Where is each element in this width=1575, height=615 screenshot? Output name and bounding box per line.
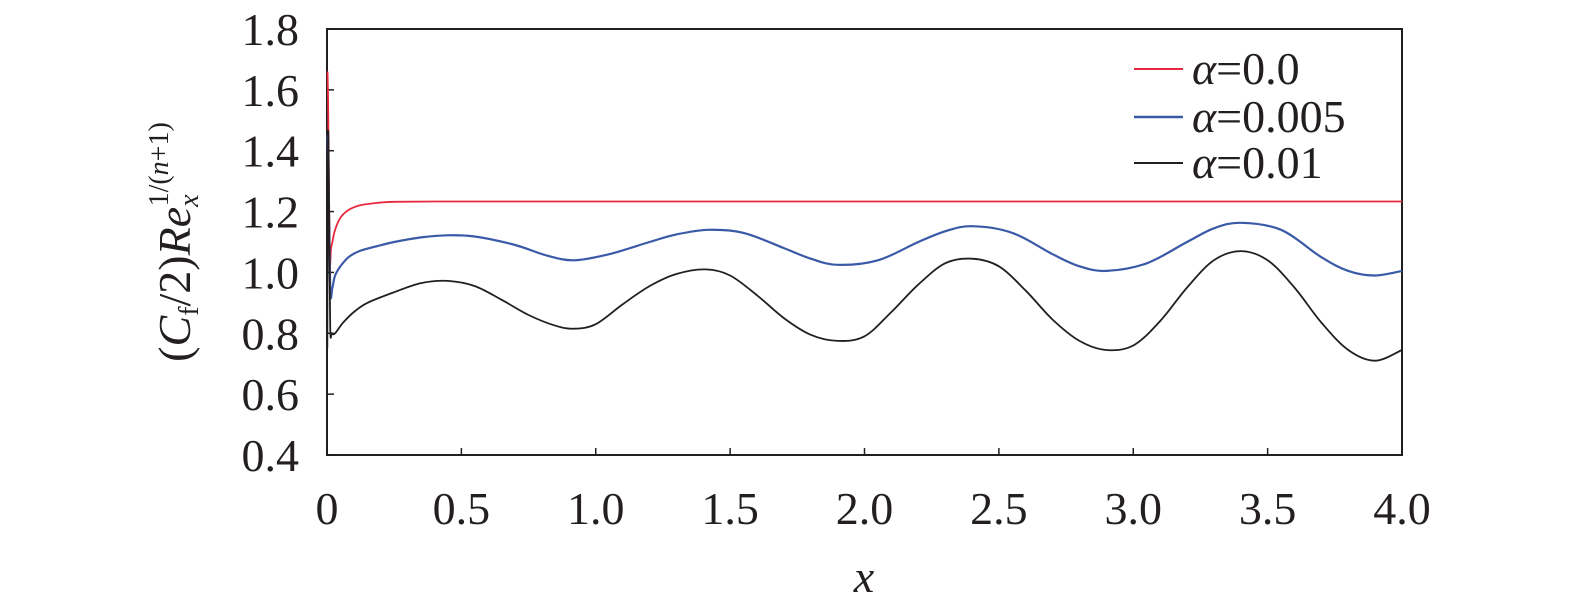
series-line-2: [326, 130, 1403, 362]
y-title-c-sub: f: [174, 306, 205, 316]
x-tick-label: 4.0: [1373, 483, 1431, 534]
legend: α=0.0 α=0.005 α=0.01: [1134, 43, 1346, 188]
y-title-re: Re: [149, 207, 200, 257]
svg-text:(Cf/2)Rex1/(n+1): (Cf/2)Rex1/(n+1): [144, 122, 205, 362]
y-tick-label: 1.6: [242, 65, 300, 116]
legend-label-alpha-0: α=0.0: [1192, 43, 1300, 94]
y-title-re-sub: x: [174, 194, 205, 208]
x-tick-label: 0.5: [433, 483, 491, 534]
series-lines: [326, 71, 1403, 362]
legend-label-alpha-001: α=0.01: [1192, 137, 1323, 188]
y-title-exp-suffix: +1): [144, 122, 175, 161]
y-title-mid: /2): [149, 255, 200, 306]
series-line-1: [326, 135, 1403, 300]
x-tick-label: 0: [316, 483, 339, 534]
y-ticks: 0.4 0.6 0.8 1.0 1.2 1.4 1.6 1.8: [242, 4, 334, 481]
legend-label-alpha-0005: α=0.005: [1192, 91, 1346, 142]
x-tick-label: 3.5: [1239, 483, 1297, 534]
x-tick-label: 2.0: [836, 483, 894, 534]
y-axis-title: (Cf/2)Rex1/(n+1): [144, 122, 205, 362]
series-line-0: [326, 71, 1402, 267]
y-title-c: C: [149, 314, 200, 346]
x-tick-label: 2.5: [970, 483, 1028, 534]
y-tick-label: 1.2: [242, 187, 300, 238]
y-title-open: (: [149, 346, 200, 361]
x-tick-label: 1.0: [567, 483, 625, 534]
y-tick-label: 0.8: [242, 308, 300, 359]
y-tick-label: 0.4: [242, 430, 300, 481]
x-axis-title: x: [853, 551, 875, 602]
y-tick-label: 1.8: [242, 4, 300, 55]
y-tick-label: 1.0: [242, 247, 300, 298]
y-tick-label: 1.4: [242, 126, 300, 177]
y-title-exp-n: n: [144, 161, 175, 175]
x-tick-label: 1.5: [701, 483, 759, 534]
x-ticks: 0 0.5 1.0 1.5 2.0 2.5 3.0 3.5 4.0: [316, 448, 1431, 534]
y-title-exp-prefix: 1/(: [144, 175, 175, 206]
x-tick-label: 3.0: [1105, 483, 1163, 534]
y-tick-label: 0.6: [242, 369, 300, 420]
